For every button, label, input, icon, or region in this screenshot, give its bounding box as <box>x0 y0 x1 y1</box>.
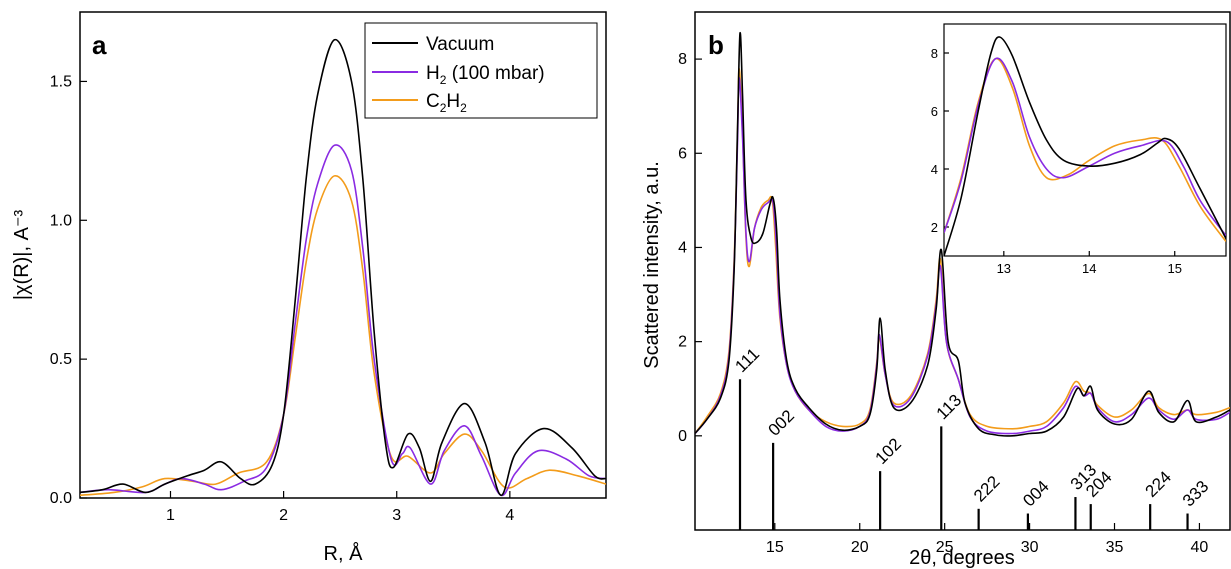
panel-a-series-h2 <box>80 144 606 497</box>
inset-xtick-label: 15 <box>1167 261 1181 276</box>
panel-a-frame <box>79 11 607 499</box>
legend-box <box>364 22 598 119</box>
hkl-label: 113 <box>933 391 966 424</box>
panel-b-xtick-label: 20 <box>851 539 869 556</box>
panel-a: a R, Å |χ(R)|, A⁻³ Vacuum H2 (100 mbar) … <box>11 11 607 565</box>
legend: Vacuum H2 (100 mbar) C2H2 <box>364 22 598 119</box>
legend-label-vacuum: Vacuum <box>426 34 494 55</box>
panel-a-xtick-label: 1 <box>166 507 175 524</box>
panel-a-xlabel: R, Å <box>324 542 364 565</box>
panel-b-ytick-label: 2 <box>678 334 687 351</box>
panel-b-xtick-label: 35 <box>1106 539 1124 556</box>
panel-b-xtick-label: 40 <box>1191 539 1209 556</box>
hkl-label: 224 <box>1142 467 1175 500</box>
hkl-label: 102 <box>872 434 905 467</box>
panel-b-xlabel: 2θ, degrees <box>909 547 1015 569</box>
inset-ytick-label: 2 <box>931 220 938 235</box>
hkl-label: 111 <box>731 344 763 376</box>
panel-b-ytick-label: 0 <box>678 428 687 445</box>
panel-a-ytick-label: 0.5 <box>50 351 72 368</box>
panel-b-ylabel: Scattered intensity, a.u. <box>641 161 663 369</box>
hkl-label: 333 <box>1179 477 1212 510</box>
panel-b-label: b <box>708 30 724 60</box>
panel-a-ytick-label: 1.5 <box>50 73 72 90</box>
panel-a-ytick-label: 0.0 <box>50 490 72 507</box>
inset-xtick-label: 13 <box>997 261 1011 276</box>
panel-b-ytick-label: 6 <box>678 145 687 162</box>
inset: 13 14 15 2 4 6 8 <box>931 23 1227 276</box>
panel-a-xtick-label: 4 <box>505 507 514 524</box>
inset-ytick-label: 4 <box>931 162 938 177</box>
panel-a-series-vacuum <box>80 38 606 497</box>
inset-ytick-label: 8 <box>931 46 938 61</box>
panel-b-xtick-label: 25 <box>936 539 954 556</box>
panel-a-ylabel: |χ(R)|, A⁻³ <box>11 210 33 301</box>
panel-a-xtick-label: 3 <box>392 507 401 524</box>
panel-a-series-c2h2 <box>80 175 606 496</box>
panel-a-ytick-label: 1.0 <box>50 212 72 229</box>
inset-xtick-label: 14 <box>1082 261 1096 276</box>
panel-b-ytick-label: 8 <box>678 51 687 68</box>
hkl-label: 002 <box>765 406 798 439</box>
panel-a-xtick-label: 2 <box>279 507 288 524</box>
panel-b-xtick-label: 15 <box>766 539 784 556</box>
inset-ytick-label: 6 <box>931 104 938 119</box>
panel-b-frame <box>694 11 1231 531</box>
legend-label-h2: H2 (100 mbar) <box>426 63 545 87</box>
hkl-label: 004 <box>1019 477 1052 510</box>
legend-label-c2h2: C2H2 <box>426 91 467 115</box>
panel-b-xtick-label: 30 <box>1021 539 1039 556</box>
panel-b-series-vacuum <box>695 32 1230 437</box>
panel-a-label: a <box>92 30 107 60</box>
inset-series-vacuum <box>944 36 1226 256</box>
inset-frame <box>943 23 1227 257</box>
panel-b-ytick-label: 4 <box>678 239 687 256</box>
hkl-label: 222 <box>970 472 1003 505</box>
